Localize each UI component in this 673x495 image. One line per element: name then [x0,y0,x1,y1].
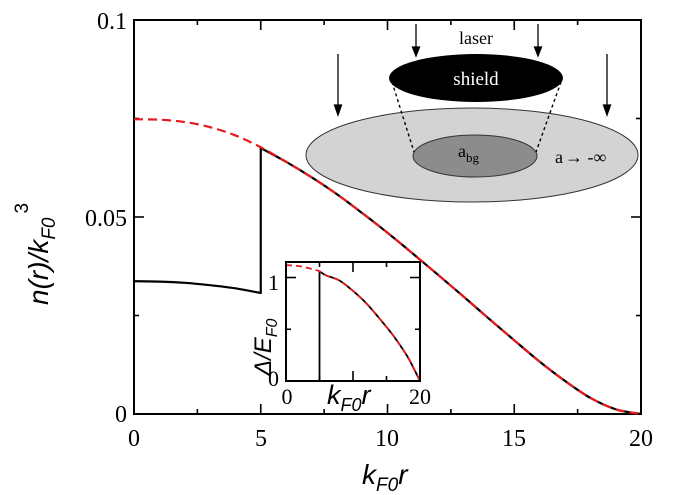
schematic: shield laser abg a → -∞ [305,24,639,203]
inset-x-axis-label: kF0r [327,380,372,415]
a-limit-label: a → -∞ [555,147,606,167]
cone-right-line [535,81,562,153]
y-tick-label-01: 0.1 [97,9,127,35]
main-axis-ticks [133,19,642,415]
inset-x-tick-label-0: 0 [282,384,293,409]
x-tick-label-15: 15 [502,426,526,452]
inner-region [412,134,538,178]
main-x-axis-label: kF0r [362,459,409,495]
inset-y-axis-label: Δ/EF0 [250,318,281,377]
x-tick-label-20: 20 [629,426,653,452]
arrow-head [411,46,421,58]
x-tick-label-5: 5 [255,426,267,452]
dashed-series-line [285,264,421,382]
laser-arrows [333,24,612,117]
arrow-head [333,104,343,117]
inset-y-tick-label-0: 0 [268,366,279,391]
inset-background [286,262,420,381]
inset-series-group [285,264,421,382]
main-series-group [133,118,642,416]
y-tick-label-0: 0 [115,402,127,428]
arrow-head [602,104,612,117]
main-y-axis-label: n(r)/kF03 [12,203,60,305]
cone-left-line [391,81,415,153]
arrow-head [533,46,543,58]
inset-axis-ticks [285,262,421,382]
x-tick-label-10: 10 [375,426,399,452]
inset-x-tick-label-20: 20 [409,384,431,409]
inset-y-tick-label-1: 1 [268,270,279,295]
x-tick-label-0: 0 [128,426,140,452]
shield-label: shield [453,69,499,90]
abg-label: abg [458,141,480,165]
shield-disk [389,54,563,102]
dashed-series-line [133,118,642,416]
laser-label: laser [459,28,493,48]
y-tick-label-005: 0.05 [85,206,127,232]
